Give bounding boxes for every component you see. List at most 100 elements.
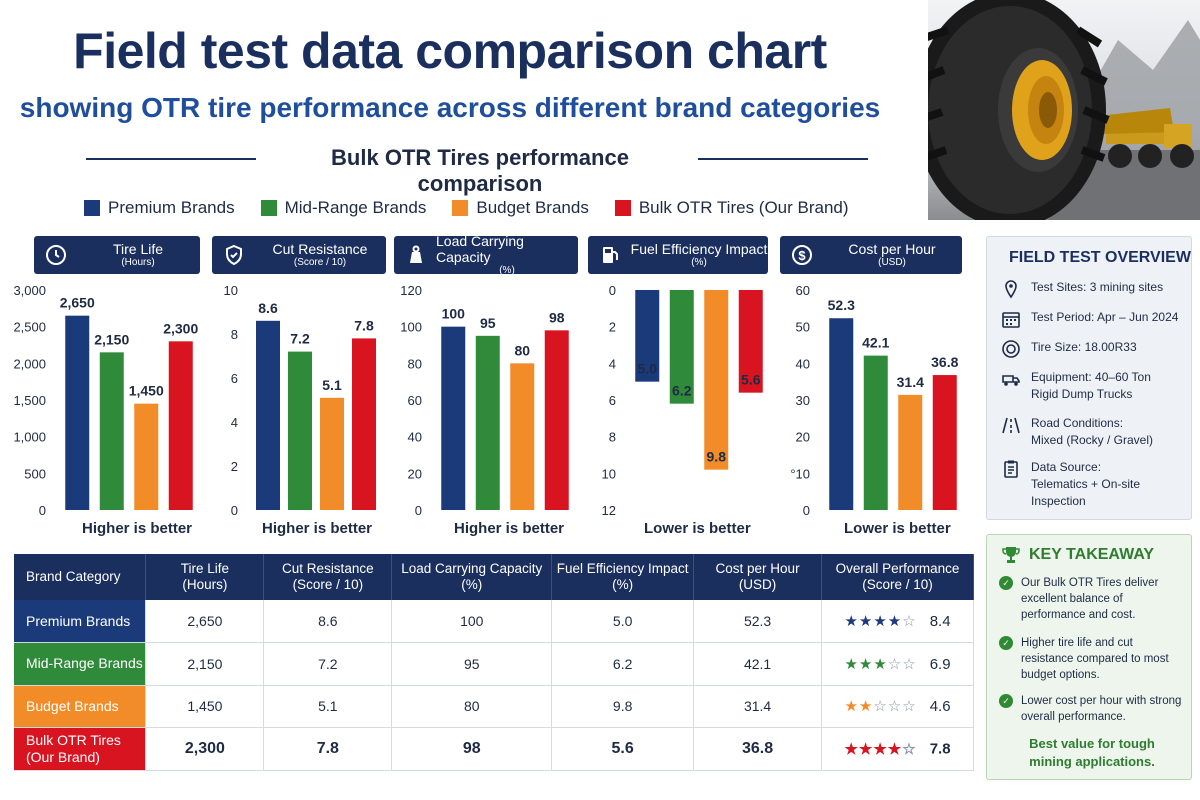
bar-value-label: 42.1 — [862, 335, 889, 351]
column-unit: (Score / 10) — [862, 577, 933, 592]
bar — [168, 341, 193, 510]
brand-line: (Our Brand) — [26, 748, 100, 765]
table-row: Bulk OTR Tires (Our Brand) 2,300 7.8 98 5… — [14, 727, 974, 771]
overview-value: 18.00R33 — [1084, 340, 1137, 354]
legend-label: Bulk OTR Tires (Our Brand) — [638, 198, 849, 217]
column-unit: (USD) — [738, 577, 777, 592]
takeaway-point: ✓ Higher tire life and cut resistance com… — [999, 635, 1185, 683]
overview-item: Test Period: Apr – Jun 2024 — [1001, 309, 1178, 329]
star-empty-icon: ☆ — [873, 698, 887, 716]
y-tick-label: 40 — [408, 430, 422, 445]
y-tick-label: 20 — [796, 430, 810, 445]
column-unit: (Score / 10) — [292, 577, 364, 592]
y-tick-label: 6 — [231, 371, 238, 386]
takeaway-conclusion: Best value for tough mining applications… — [1029, 736, 1155, 769]
cell-overall: ★ ★ ★ ★ ☆ 8.4 — [821, 600, 974, 643]
bar-value-label: 36.8 — [931, 354, 958, 370]
row-brand-budget: Budget Brands — [14, 685, 147, 728]
bar-value-label: 52.3 — [828, 297, 855, 313]
star-empty-icon: ☆ — [902, 655, 916, 673]
key-takeaway: KEY TAKEAWAY ✓ Our Bulk OTR Tires deliver… — [986, 534, 1192, 780]
bar-value-label: 5.0 — [638, 361, 658, 377]
overall-score: 4.6 — [929, 697, 951, 715]
dollar-icon: $ — [792, 245, 812, 265]
chart-title: Cost per Hour — [848, 241, 936, 258]
check-icon: ✓ — [999, 636, 1013, 650]
bar-value-label: 6.2 — [672, 383, 692, 399]
overview-label: Test Period: — [1031, 310, 1095, 324]
bar-value-label: 31.4 — [897, 374, 924, 390]
overall-score: 8.4 — [929, 612, 951, 630]
y-tick-label: 4 — [609, 356, 616, 371]
cell-overall: ★ ★ ★ ★ ☆ 7.8 — [821, 727, 974, 771]
bar — [544, 330, 569, 510]
column-header: Tire Life (Hours) — [145, 554, 265, 600]
overview-label: Data Source: — [1031, 460, 1102, 474]
star-empty-icon: ☆ — [887, 698, 902, 716]
column-title: Load Carrying Capacity — [401, 560, 543, 576]
star-filled-icon: ★ — [844, 613, 858, 631]
chart-panel-load-capacity: Load Carrying Capacity (%) 0 20 40 60 80 100 12… — [390, 233, 580, 546]
takeaway-text: Our Bulk OTR Tires deliver excellent bal… — [1021, 577, 1159, 622]
row-brand-midrange: Mid-Range Brands — [14, 642, 147, 686]
bar — [475, 335, 500, 510]
bar — [704, 290, 729, 470]
bar — [134, 403, 159, 510]
bar-value-label: 5.1 — [322, 377, 342, 393]
star-rating: ★ ★ ★ ★ ☆ — [844, 740, 915, 758]
cell-fuel-impact: 5.6 — [551, 727, 695, 771]
y-tick-label: 4 — [231, 415, 238, 430]
y-tick-label: 2 — [609, 320, 616, 335]
chart-note: Higher is better — [262, 520, 373, 537]
bar — [99, 352, 124, 510]
chart-fuel-impact: 0 2 4 6 8 10 12 5.0 6.2 9.8 5.6 — [602, 283, 763, 518]
clock-icon — [46, 245, 66, 265]
y-tick-label: 2,000 — [14, 356, 46, 371]
field-test-overview: FIELD TEST OVERVIEW Test Sites: 3 mining… — [986, 236, 1192, 520]
star-filled-icon: ★ — [873, 655, 887, 673]
chart-cost-per-hour: 0 °10 20 30 40 50 60 52.3 42.1 31.4 36.8 — [790, 283, 958, 518]
legend-label: Budget Brands — [476, 198, 589, 217]
cell-cost-per-hour: 36.8 — [693, 727, 823, 771]
overview-label: Equipment: — [1031, 370, 1092, 384]
star-filled-icon: ★ — [844, 740, 858, 758]
column-header: Overall Performance (Score / 10) — [821, 554, 974, 600]
dump-truck-icon — [1098, 108, 1194, 168]
table-row: Premium Brands 2,650 8.6 100 5.0 52.3 ★ ★… — [14, 600, 974, 643]
y-tick-label: °10 — [790, 466, 810, 481]
bar — [829, 318, 854, 510]
chart-title: Tire Life — [112, 241, 164, 258]
column-title: Cost per Hour — [715, 560, 800, 576]
chart-header: Load Carrying Capacity (%) — [394, 233, 578, 276]
column-header: Cost per Hour (USD) — [693, 554, 823, 600]
overview-item: Road Conditions: Mixed (Rocky / Gravel) — [1001, 415, 1181, 449]
y-tick-label: 1,000 — [14, 430, 46, 445]
y-tick-label: 120 — [400, 283, 422, 298]
chart-note: Higher is better — [82, 520, 193, 537]
chart-header: Cut Resistance (Score / 10) — [212, 236, 386, 274]
cell-load-capacity: 80 — [391, 685, 553, 728]
legend-swatch — [260, 200, 277, 216]
cell-cost-per-hour: 52.3 — [693, 600, 823, 643]
bar — [288, 351, 312, 510]
trophy-icon — [1002, 547, 1020, 563]
takeaway-text: Higher tire life and cut resistance comp… — [1021, 637, 1169, 682]
hero-tire-image — [928, 0, 1200, 220]
chart-load-capacity: 0 20 40 60 80 100 120 100 95 80 98 — [400, 283, 569, 518]
bar-value-label: 1,450 — [129, 383, 164, 399]
star-filled-icon: ★ — [873, 740, 887, 758]
y-tick-label: 2,500 — [14, 320, 46, 335]
y-tick-label: 20 — [408, 466, 422, 481]
bar-value-label: 9.8 — [707, 449, 727, 465]
y-tick-label: 0 — [415, 503, 422, 518]
row-brand-ours: Bulk OTR Tires (Our Brand) — [14, 727, 147, 771]
cell-cut-resistance: 7.8 — [263, 727, 393, 771]
y-tick-label: 500 — [24, 466, 46, 481]
overview-label: Tire Size: — [1031, 340, 1082, 354]
y-tick-label: 8 — [609, 430, 616, 445]
overview-item: Data Source: Telematics + On-site Inspect… — [1001, 459, 1181, 509]
column-title: Fuel Efficiency Impact — [556, 560, 689, 576]
star-rating: ★ ★ ☆ ☆ ☆ — [844, 697, 915, 715]
star-rating: ★ ★ ★ ☆ ☆ — [844, 655, 915, 673]
location-pin-icon — [1005, 280, 1017, 299]
